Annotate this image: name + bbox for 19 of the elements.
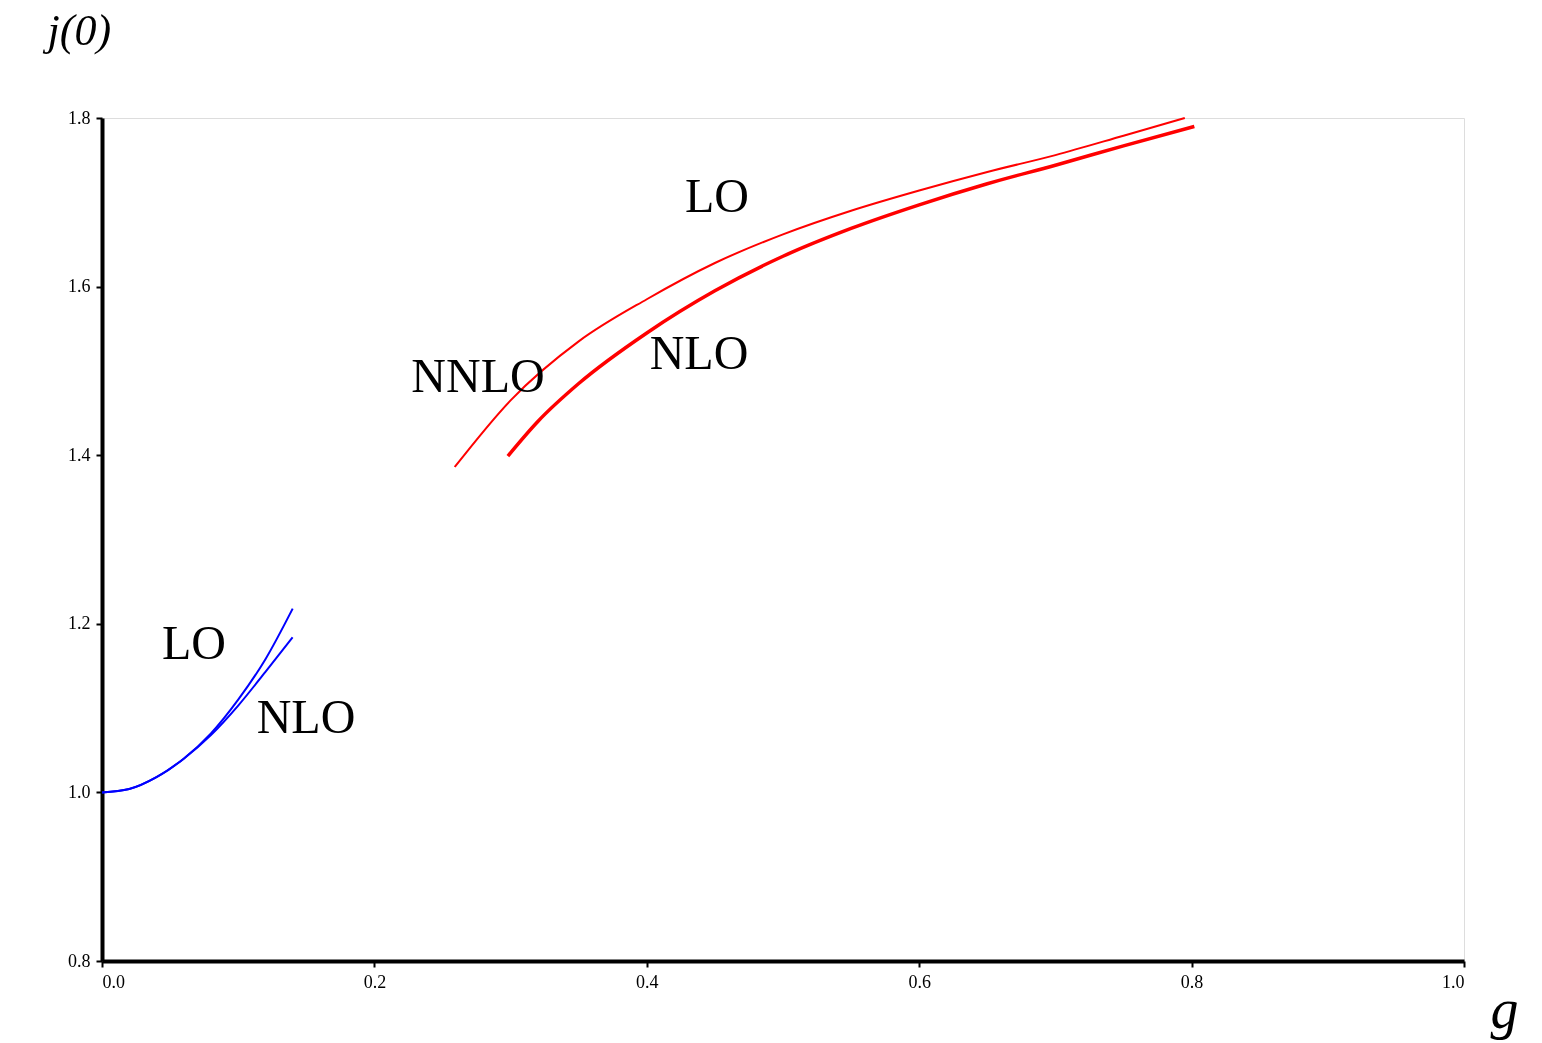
annotation: LO [162,616,226,669]
y-tick-label: 1.2 [68,613,91,634]
y-tick-label: 1.6 [68,276,91,297]
annotation: NNLO [411,349,545,402]
x-tick-label: 0.2 [363,971,387,992]
x-axis-title: g [1490,977,1519,1040]
y-tick-label: 1.0 [68,781,91,802]
x-tick-label: 0.0 [102,971,125,992]
annotation: NLO [256,690,356,743]
x-tick-label: 0.6 [908,971,931,992]
x-tick-label: 0.8 [1180,971,1204,992]
y-tick-label: 1.8 [68,107,91,128]
y-tick-label: 1.4 [68,444,91,465]
y-axis-title: j(0) [42,5,112,55]
x-tick-label: 0.4 [636,971,659,992]
y-tick-label: 0.8 [68,950,91,971]
annotation: NLO [649,326,749,379]
x-tick-label: 1.0 [1442,971,1465,992]
annotation: LO [685,169,749,222]
